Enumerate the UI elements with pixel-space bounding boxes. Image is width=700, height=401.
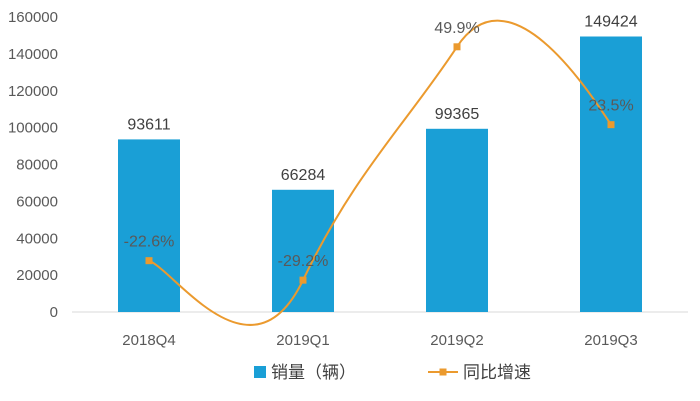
growth-rate-labels: -22.6% -29.2% 49.9% 23.5%	[124, 20, 634, 270]
x-tick-label: 2018Q4	[122, 332, 175, 349]
bar-data-labels: 93611 66284 99365 149424	[127, 13, 637, 183]
y-tick-label: 160000	[8, 9, 58, 26]
growth-value-label: -29.2%	[278, 253, 329, 270]
bar	[580, 36, 642, 312]
bar	[118, 139, 180, 312]
x-tick-label: 2019Q3	[584, 332, 637, 349]
line-point	[607, 121, 615, 129]
bar-series	[118, 36, 642, 312]
y-tick-label: 140000	[8, 46, 58, 63]
line-point	[299, 276, 307, 284]
y-tick-label: 60000	[16, 193, 58, 210]
y-axis-ticks: 0 20000 40000 60000 80000 100000 120000 140000 1…	[8, 9, 58, 321]
y-tick-label: 120000	[8, 83, 58, 100]
y-tick-label: 0	[50, 304, 58, 321]
legend: 销量（辆） 同比增速	[254, 363, 531, 382]
y-tick-label: 100000	[8, 120, 58, 137]
line-point	[453, 43, 461, 51]
x-tick-label: 2019Q1	[276, 332, 329, 349]
growth-value-label: -22.6%	[124, 234, 175, 251]
bar	[426, 128, 488, 312]
legend-line-marker	[439, 368, 447, 376]
growth-rate-line	[148, 19, 612, 326]
x-tick-label: 2019Q2	[430, 332, 483, 349]
line-point	[145, 257, 153, 265]
bar	[272, 189, 334, 312]
y-tick-label: 80000	[16, 157, 58, 174]
growth-rate-points	[145, 43, 615, 284]
growth-value-label: 49.9%	[434, 20, 479, 37]
legend-bar-label: 销量（辆）	[271, 363, 356, 382]
legend-line-label: 同比增速	[463, 363, 531, 382]
growth-value-label: 23.5%	[588, 98, 633, 115]
x-axis-ticks: 2018Q4 2019Q1 2019Q2 2019Q3	[122, 332, 637, 349]
legend-bar-swatch	[254, 366, 266, 378]
y-tick-label: 40000	[16, 230, 58, 247]
bar-value-label: 149424	[584, 13, 637, 30]
y-tick-label: 20000	[16, 267, 58, 284]
bar-value-label: 66284	[281, 167, 326, 184]
bar-value-label: 99365	[435, 106, 480, 123]
bar-value-label: 93611	[127, 116, 170, 133]
